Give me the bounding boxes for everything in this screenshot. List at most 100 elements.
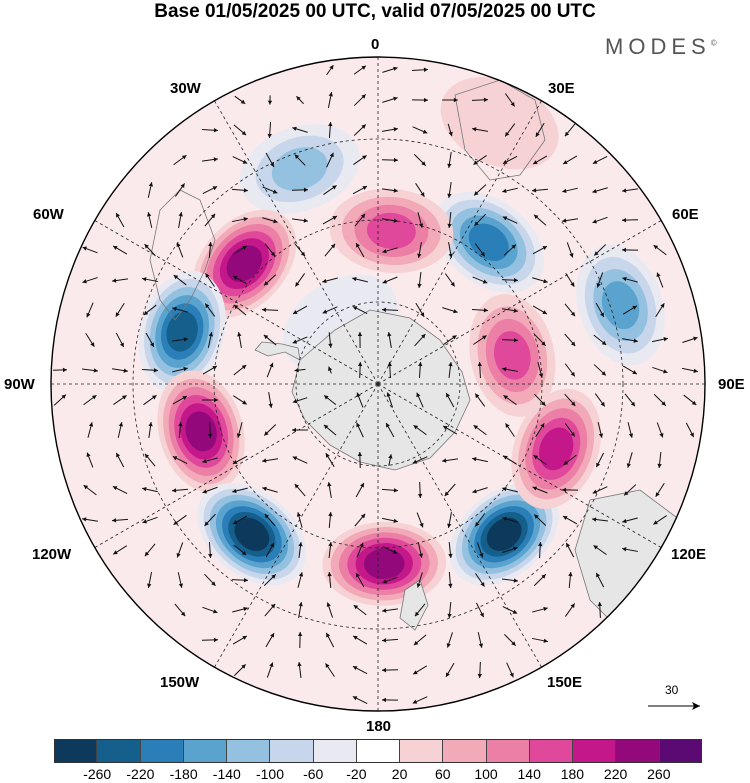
wind-arrow [266, 362, 274, 378]
wind-arrow [326, 152, 334, 168]
colorbar-swatch [573, 739, 617, 763]
wind-arrow [323, 185, 337, 195]
wind-arrow [621, 217, 639, 223]
wind-arrow [417, 242, 422, 258]
wind-arrow [447, 123, 453, 137]
anomaly-contour [166, 311, 198, 352]
wind-arrow [622, 338, 638, 343]
wind-arrow [592, 486, 608, 494]
wind-arrow [263, 574, 277, 586]
meridian-line [377, 100, 542, 385]
antarctica-landmass [291, 309, 471, 471]
label-lon-120e: 120E [671, 546, 707, 563]
wind-arrow [144, 543, 156, 557]
wind-arrow [412, 696, 428, 704]
wind-arrow [502, 546, 518, 553]
wind-arrow [593, 364, 607, 376]
wind-arrow [592, 155, 608, 165]
wind-arrow [177, 572, 184, 588]
wind-arrow [652, 337, 668, 343]
wind-arrow [595, 572, 605, 588]
wind-arrow [354, 513, 366, 527]
colorbar-swatch [97, 739, 141, 763]
label-lon-60e: 60E [672, 206, 699, 223]
wind-arrow [356, 542, 364, 558]
wind-arrow [233, 304, 247, 316]
wind-arrow [352, 665, 368, 675]
wind-arrow [381, 488, 399, 493]
anomaly-contour [539, 427, 574, 471]
wind-arrow [148, 422, 153, 438]
wind-arrow [232, 455, 248, 465]
wind-arrow [381, 697, 399, 703]
colorbar-tick-label: -260 [83, 766, 112, 782]
wind-arrow [83, 394, 97, 406]
wind-arrow [502, 308, 518, 313]
wind-arrow [115, 452, 125, 468]
wind-arrow [144, 453, 156, 467]
wind-arrow [474, 243, 486, 257]
wind-arrow [83, 484, 97, 496]
wind-arrow [682, 336, 698, 343]
wind-arrow [263, 424, 277, 436]
wind-arrow [324, 243, 336, 257]
wind-arrow [503, 394, 517, 406]
colorbar-tick-label: -100 [255, 766, 285, 782]
wind-arrow [411, 67, 429, 72]
wind-arrow [233, 544, 247, 556]
wind-arrow [595, 452, 605, 468]
meridian-line [214, 383, 379, 668]
wind-arrow [173, 274, 187, 286]
wind-arrow [564, 603, 576, 617]
wind-arrow [327, 482, 332, 498]
wind-arrow [294, 154, 306, 166]
label-lon-60w: 60W [33, 206, 64, 223]
wind-arrow [502, 486, 518, 493]
wind-arrow [531, 188, 549, 193]
wind-arrow [415, 302, 425, 318]
wind-arrow [597, 422, 604, 438]
wind-arrow [502, 367, 518, 372]
wind-arrow [411, 97, 429, 103]
wind-arrow [265, 542, 275, 558]
wind-arrow [653, 394, 667, 406]
wind-arrow [115, 302, 125, 318]
wind-arrow [417, 542, 424, 558]
colorbar-tick-label: -60 [303, 766, 324, 782]
wind-arrow [538, 541, 543, 559]
reference-vector-arrow [648, 702, 700, 710]
wind-arrow [416, 392, 424, 408]
wind-arrow [204, 303, 216, 317]
wind-arrow [505, 423, 515, 437]
colorbar-tick-label: 260 [647, 766, 671, 782]
wind-arrow [82, 246, 98, 254]
wind-arrow [596, 272, 604, 288]
wind-arrow [381, 307, 399, 313]
wind-arrow [178, 421, 183, 439]
wind-arrow [267, 95, 273, 105]
wind-arrow [357, 451, 363, 469]
wind-arrow [412, 456, 428, 464]
wind-arrow [473, 155, 487, 165]
wind-arrow [352, 185, 368, 195]
brand-copyright-mark: © [710, 38, 717, 48]
wind-arrow [381, 638, 399, 643]
wind-arrow [562, 218, 578, 223]
anomaly-field [138, 76, 665, 606]
wind-arrow [81, 368, 99, 373]
wind-arrow [172, 337, 188, 342]
wind-arrow [201, 637, 219, 643]
wind-arrow [355, 482, 365, 498]
wind-arrow [353, 94, 367, 106]
colorbar-swatch [227, 739, 271, 763]
wind-arrow [595, 302, 605, 318]
wind-arrow [147, 182, 154, 198]
wind-arrow [593, 544, 607, 556]
wind-arrow [442, 97, 458, 103]
label-lon-90w: 90W [4, 376, 35, 393]
wind-arrow [532, 155, 548, 165]
wind-arrow [323, 424, 337, 436]
wind-arrow [444, 483, 456, 497]
wind-arrow [263, 334, 277, 346]
wind-arrow [532, 245, 548, 255]
